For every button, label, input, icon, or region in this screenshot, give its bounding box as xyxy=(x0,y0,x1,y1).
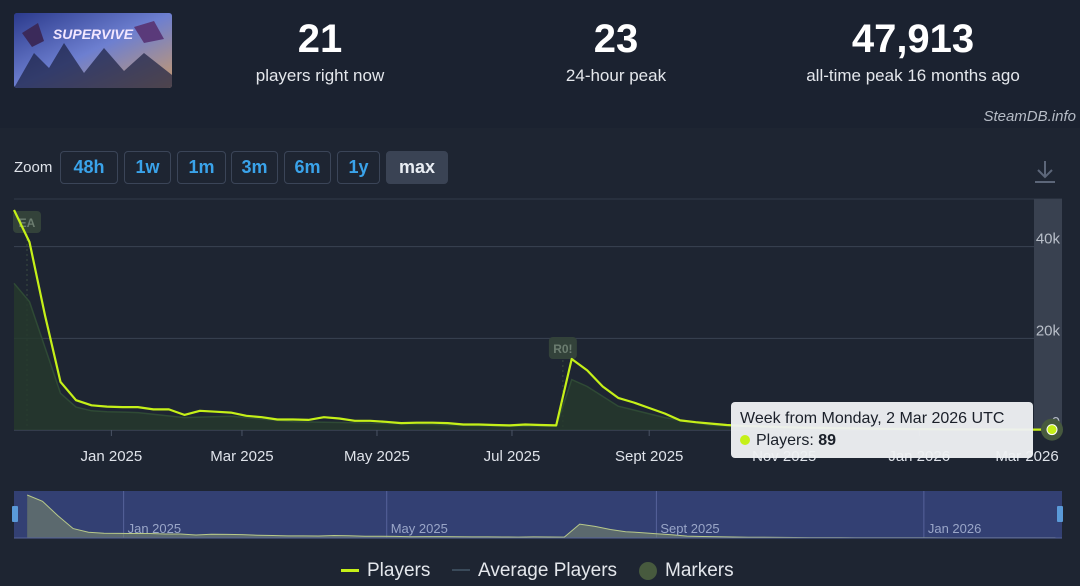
svg-text:SUPERVIVE: SUPERVIVE xyxy=(53,26,134,42)
all-time-peak-value: 47,913 xyxy=(851,17,975,61)
navigator-label: May 2025 xyxy=(391,521,448,536)
hover-point xyxy=(1041,418,1063,441)
navigator-left-handle xyxy=(12,506,18,522)
average-players-area xyxy=(14,283,1052,430)
peak-24h-value: 23 xyxy=(593,17,639,61)
zoom-1y-button[interactable]: 1y xyxy=(337,151,380,184)
x-axis-labels: Jan 2025 Mar 2025 May 2025 Jul 2025 Sept 202… xyxy=(81,448,1059,465)
zoom-1w-button[interactable]: 1w xyxy=(124,151,171,184)
x-tick-label: Sept 2025 xyxy=(615,448,683,465)
tooltip-title: Week from Monday, 2 Mar 2026 UTC xyxy=(740,410,1005,427)
players-dot-icon xyxy=(740,435,750,445)
legend-average-label: Average Players xyxy=(478,560,618,581)
navigator[interactable]: Jan 2025 May 2025 Sept 2025 Jan 2026 xyxy=(12,491,1063,539)
header-bar: SUPERVIVE 21 players right now 23 24-hou… xyxy=(0,0,1080,106)
x-tick-label: Jan 2025 xyxy=(81,448,143,465)
y-tick-label: 40k xyxy=(1036,231,1061,248)
zoom-label: Zoom xyxy=(14,159,53,176)
marker-badge xyxy=(548,337,577,359)
legend-item-average-players[interactable]: Average Players xyxy=(452,559,617,583)
hover-point-dot xyxy=(1046,424,1058,436)
stat-current-players: 21 players right now xyxy=(230,16,410,88)
peak-24h-label: 24-hour peak xyxy=(565,66,667,85)
chart-tooltip: Week from Monday, 2 Mar 2026 UTC Players… xyxy=(731,402,1033,458)
stat-24h-peak: 23 24-hour peak xyxy=(526,16,706,88)
x-tick-label: May 2025 xyxy=(344,448,410,465)
x-tick-label: Jul 2025 xyxy=(484,448,541,465)
legend-item-players[interactable]: Players xyxy=(341,559,430,583)
legend-players-label: Players xyxy=(367,560,431,581)
players-series-line[interactable] xyxy=(13,209,1052,431)
legend-markers-label: Markers xyxy=(665,560,734,581)
y-axis-band xyxy=(1034,199,1062,430)
navigator-label: Jan 2025 xyxy=(128,521,182,536)
all-time-peak-label: all-time peak 16 months ago xyxy=(806,66,1020,85)
navigator-label: Sept 2025 xyxy=(660,521,719,536)
current-players-value: 21 xyxy=(297,17,343,61)
download-icon[interactable] xyxy=(1032,159,1058,185)
tooltip-line: Players: 89 xyxy=(740,430,1024,452)
marker-label: R0! xyxy=(553,342,572,356)
current-players-label: players right now xyxy=(255,66,385,85)
chart-legend: Players Average Players Markers xyxy=(0,559,1080,583)
tooltip-series-label: Players: xyxy=(756,432,814,449)
legend-item-markers[interactable]: Markers xyxy=(639,559,734,583)
zoom-3m-button[interactable]: 3m xyxy=(231,151,278,184)
navigator-right-handle xyxy=(1057,506,1063,522)
zoom-6m-button[interactable]: 6m xyxy=(284,151,331,184)
game-thumbnail[interactable]: SUPERVIVE xyxy=(14,13,172,88)
x-tick-label: Mar 2025 xyxy=(210,448,273,465)
stat-all-time-peak: 47,913 all-time peak 16 months ago xyxy=(783,16,1043,88)
zoom-max-button[interactable]: max xyxy=(386,151,448,184)
steamdb-watermark[interactable]: SteamDB.info xyxy=(983,108,1076,125)
marker-badge xyxy=(13,211,41,233)
navigator-label: Jan 2026 xyxy=(928,521,982,536)
navigator-range xyxy=(14,491,1062,538)
zoom-48h-button[interactable]: 48h xyxy=(60,151,118,184)
zoom-1m-button[interactable]: 1m xyxy=(177,151,226,184)
chart-gridlines xyxy=(14,198,1062,436)
y-tick-label: 20k xyxy=(1036,322,1061,339)
tooltip-series-value: 89 xyxy=(818,432,837,449)
